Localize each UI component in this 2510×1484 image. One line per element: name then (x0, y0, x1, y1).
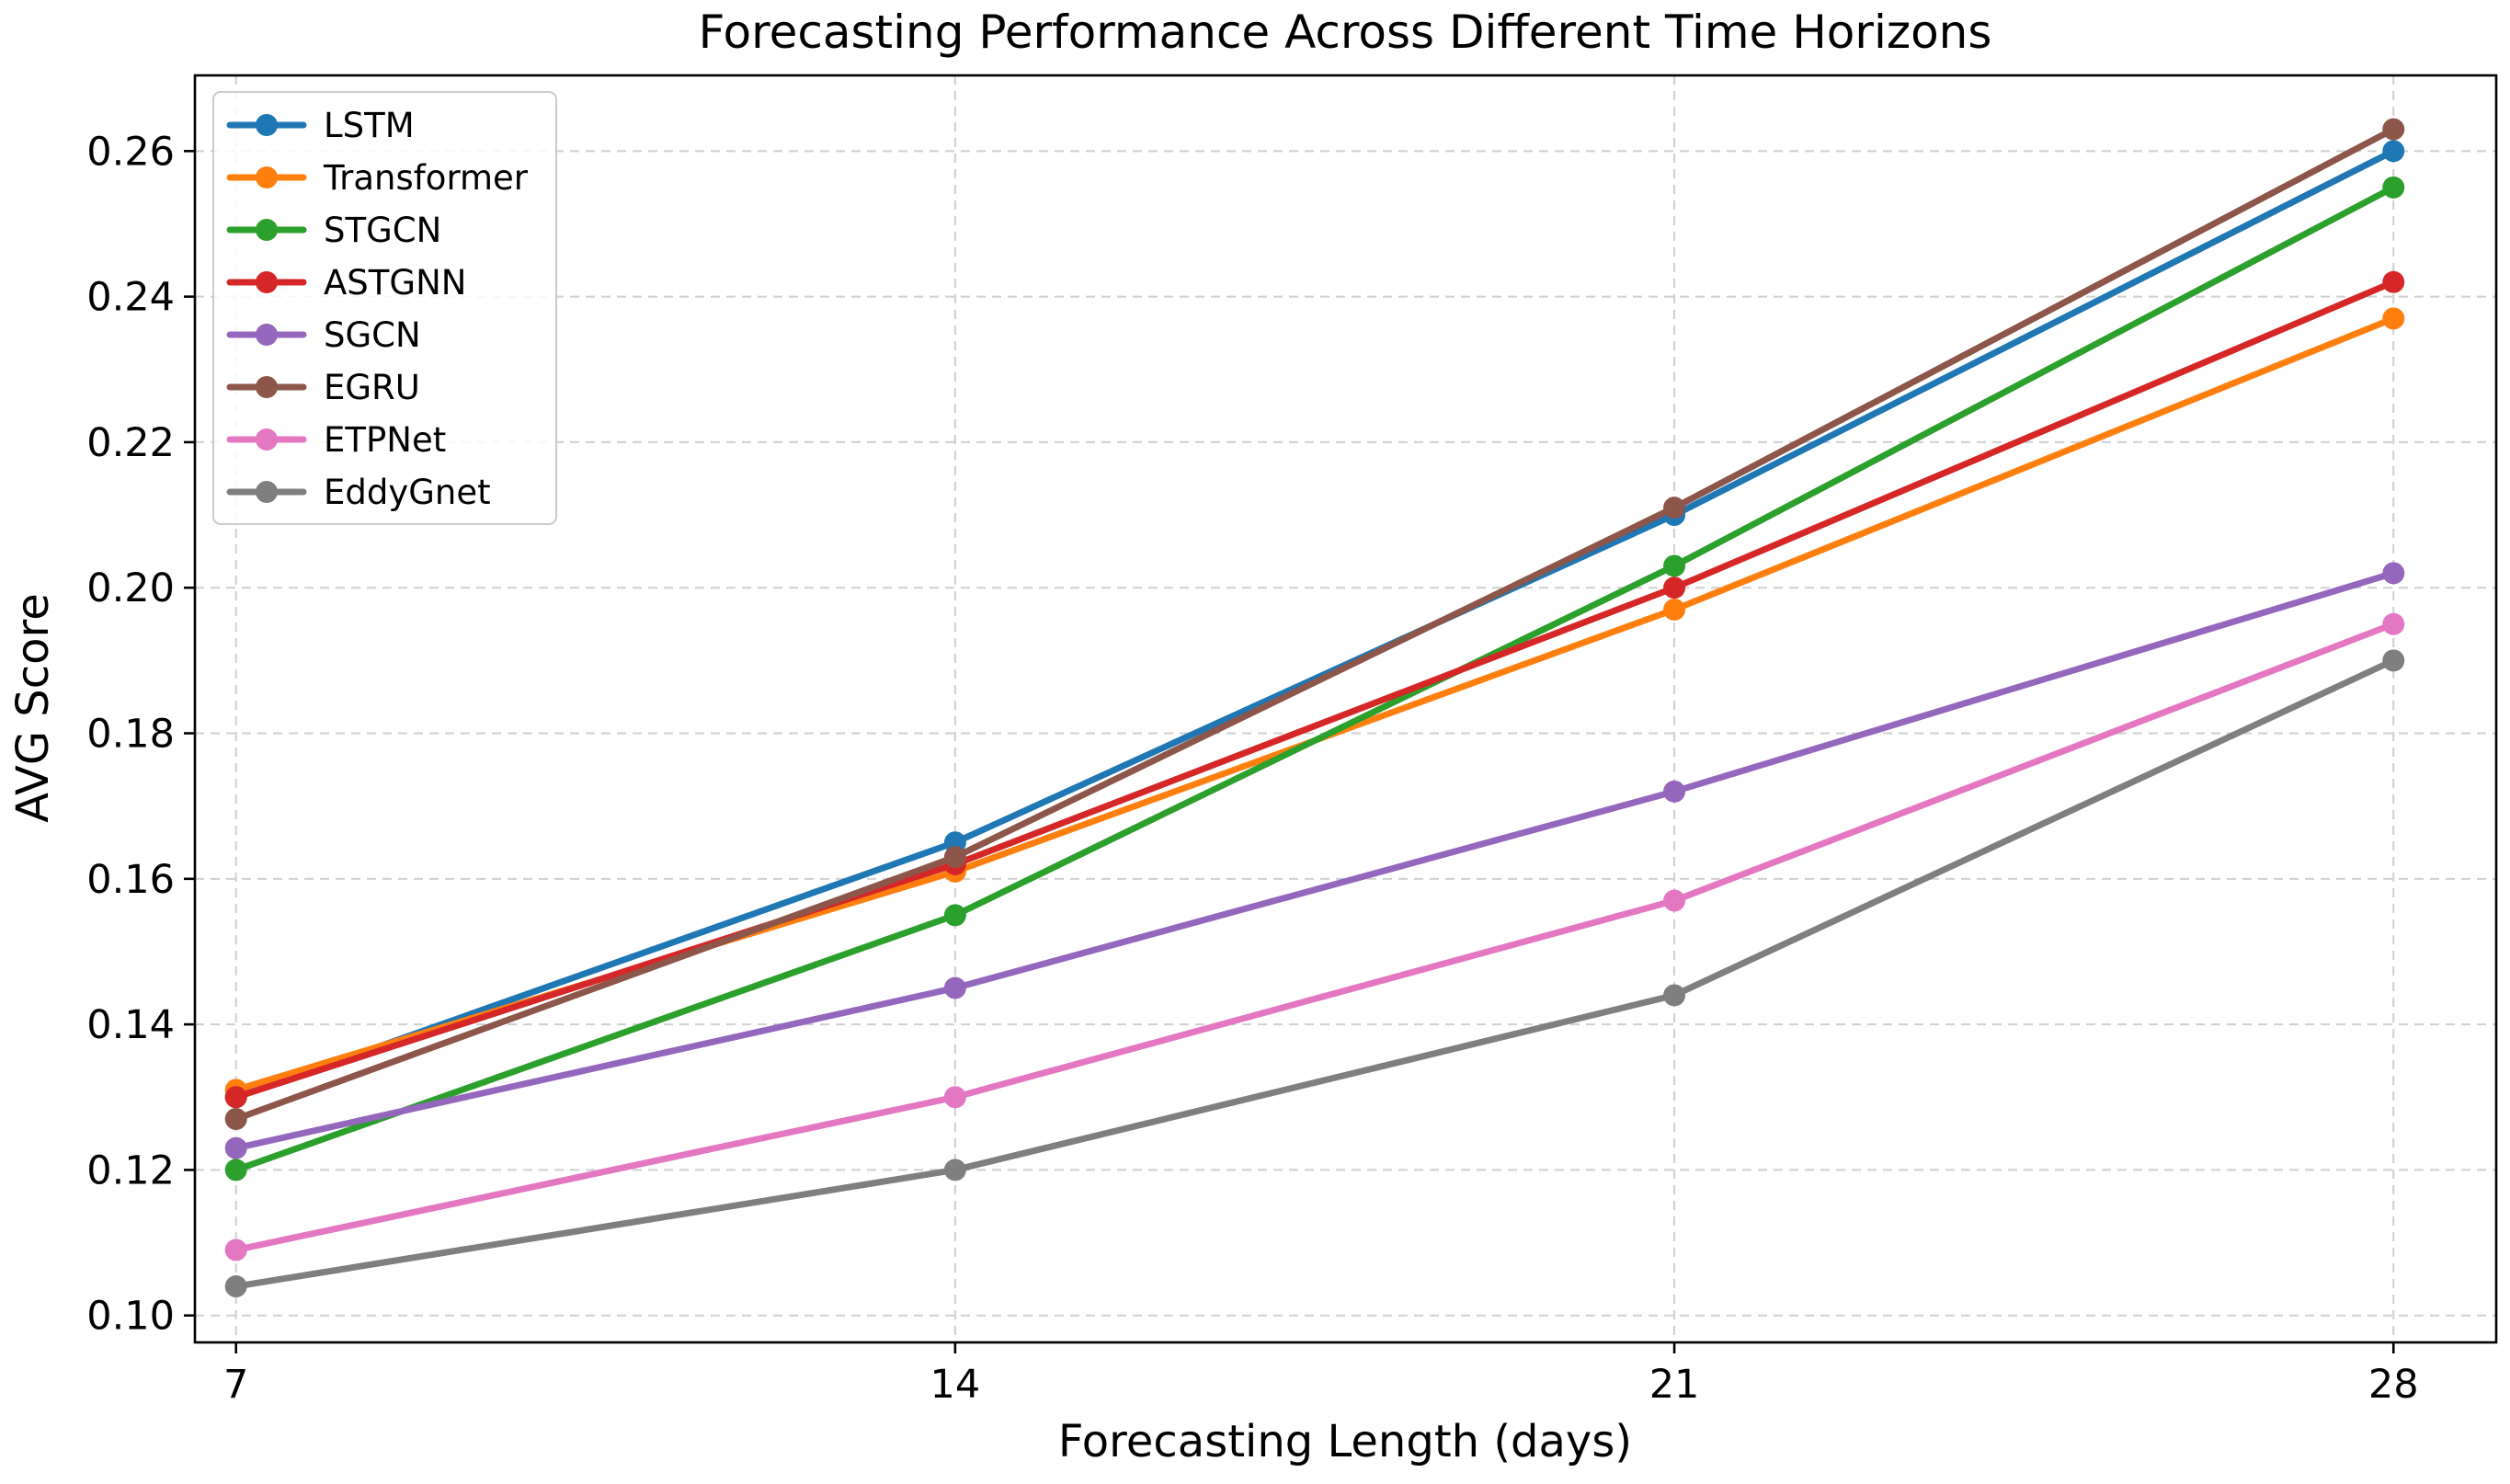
series-stgcn (224, 176, 2405, 1181)
data-point-egru (2382, 118, 2405, 141)
y-tick-label: 0.14 (86, 1002, 175, 1048)
legend-item-sgcn[interactable]: SGCN (226, 315, 421, 355)
x-tick-label: 7 (223, 1362, 248, 1408)
legend-marker-swatch (256, 376, 278, 398)
y-tick-label: 0.26 (86, 129, 175, 175)
legend-label: EddyGnet (324, 473, 491, 512)
y-tick-label: 0.18 (86, 712, 175, 758)
data-point-sgcn (1663, 780, 1686, 803)
x-tick-label: 28 (2368, 1362, 2419, 1408)
data-point-eddygnet (224, 1275, 247, 1298)
series-sgcn (224, 562, 2405, 1159)
legend-marker-swatch (256, 219, 278, 241)
data-point-sgcn (224, 1136, 247, 1159)
legend-label: LSTM (324, 106, 415, 145)
series-line-stgcn (233, 184, 2397, 1173)
x-tick-label: 14 (930, 1362, 981, 1408)
x-tick-label: 21 (1649, 1362, 1700, 1408)
grid (195, 75, 2496, 1342)
legend-label: ASTGNN (324, 263, 466, 303)
legend-marker-swatch (256, 428, 278, 451)
series-eddygnet (224, 649, 2405, 1298)
legend-label: SGCN (324, 315, 421, 355)
legend-label: ETPNet (324, 420, 446, 460)
data-point-lstm (2382, 140, 2405, 163)
legend-label: EGRU (324, 368, 420, 407)
series-line-egru (233, 126, 2397, 1123)
chart-title: Forecasting Performance Across Different… (699, 6, 1992, 59)
series-line-eddygnet (233, 656, 2397, 1290)
data-point-stgcn (1663, 554, 1686, 577)
legend-marker-swatch (256, 114, 278, 136)
legend-item-eddygnet[interactable]: EddyGnet (226, 473, 491, 512)
legend-item-astgnn[interactable]: ASTGNN (226, 263, 466, 303)
series-line-lstm (233, 147, 2397, 1101)
data-point-sgcn (2382, 562, 2405, 585)
legend-label: Transformer (323, 158, 529, 198)
legend-item-lstm[interactable]: LSTM (226, 106, 415, 145)
data-point-etpnet (224, 1239, 247, 1261)
data-point-egru (943, 846, 966, 869)
legend-marker-swatch (256, 271, 278, 293)
y-axis-title: AVG Score (7, 593, 59, 823)
data-point-eddygnet (1663, 984, 1686, 1007)
series-line-etpnet (233, 621, 2397, 1253)
y-tick-label: 0.22 (86, 420, 175, 466)
legend-box (212, 91, 557, 525)
x-axis-title: Forecasting Length (days) (1058, 1416, 1632, 1467)
y-tick-label: 0.20 (86, 565, 175, 611)
data-point-eddygnet (943, 1159, 966, 1181)
plot-area-frame (193, 74, 2498, 1344)
legend-marker-swatch (256, 481, 278, 503)
series-lines (224, 118, 2405, 1298)
data-point-stgcn (2382, 176, 2405, 199)
data-point-stgcn (943, 904, 966, 927)
data-point-transformer (2382, 307, 2405, 330)
legend-item-etpnet[interactable]: ETPNet (226, 420, 446, 460)
legend[interactable]: LSTM Transformer STGCN ASTGNN SGCN EGRU ETPNet… (212, 91, 557, 525)
legend-marker-swatch (256, 324, 278, 346)
y-tick-label: 0.16 (86, 857, 175, 903)
legend-item-transformer[interactable]: Transformer (226, 158, 529, 198)
data-point-eddygnet (2382, 649, 2405, 672)
data-point-etpnet (2382, 612, 2405, 635)
series-line-astgnn (233, 279, 2397, 1101)
data-point-astgnn (224, 1086, 247, 1109)
legend-label: STGCN (324, 211, 441, 250)
series-egru (224, 118, 2405, 1131)
data-point-transformer (1663, 598, 1686, 621)
y-tick-label: 0.12 (86, 1147, 175, 1193)
data-point-egru (224, 1108, 247, 1131)
legend-marker-swatch (256, 166, 278, 188)
axis-ticks: 7 14 21 28 0.10 0.12 0.14 0.16 0.18 0.20 0.22 0.24 0… (86, 129, 2418, 1408)
data-point-astgnn (1663, 576, 1686, 599)
data-point-stgcn (224, 1159, 247, 1181)
series-line-transformer (233, 314, 2397, 1093)
data-point-etpnet (943, 1086, 966, 1109)
data-point-egru (1663, 497, 1686, 519)
data-point-sgcn (943, 976, 966, 999)
y-tick-label: 0.24 (86, 275, 175, 321)
series-line-sgcn (233, 569, 2397, 1152)
y-tick-label: 0.10 (86, 1294, 175, 1340)
data-point-etpnet (1663, 889, 1686, 912)
legend-item-egru[interactable]: EGRU (226, 368, 420, 407)
legend-item-stgcn[interactable]: STGCN (226, 211, 441, 250)
data-point-astgnn (2382, 270, 2405, 293)
series-etpnet (224, 612, 2405, 1261)
